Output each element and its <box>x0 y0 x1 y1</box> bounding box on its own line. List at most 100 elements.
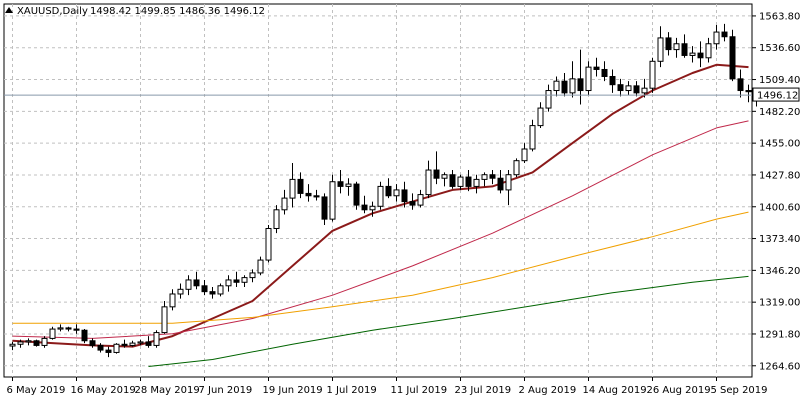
ohlc-label: 1498.42 1499.85 1486.36 1496.12 <box>90 6 265 17</box>
candle <box>489 170 496 185</box>
y-tick-label: 1455.00 <box>759 139 800 150</box>
candle <box>617 78 624 97</box>
candle-body <box>121 343 128 346</box>
candle-body <box>353 183 360 206</box>
x-tick-label: 19 Jun 2019 <box>263 385 323 396</box>
candle <box>649 57 656 93</box>
candle-body <box>473 178 480 187</box>
candle <box>401 181 408 208</box>
current-price-tag-bg <box>752 87 800 102</box>
candle-body <box>577 78 584 92</box>
x-tick-label: 7 Jun 2019 <box>199 385 253 396</box>
candle-body <box>489 174 496 179</box>
x-tick-label: 5 Sep 2019 <box>711 385 768 396</box>
candle-body <box>617 84 624 92</box>
moving-average-line <box>12 120 749 339</box>
candle <box>353 181 360 210</box>
candle <box>121 339 128 348</box>
candle <box>505 170 512 206</box>
candle-body <box>737 78 744 92</box>
candle-body <box>65 327 72 330</box>
candle-body <box>201 285 208 293</box>
candle-body <box>169 293 176 308</box>
candle <box>33 339 40 347</box>
candle <box>641 78 648 98</box>
candle-body <box>25 340 32 343</box>
y-tick-label: 1291.80 <box>759 329 800 340</box>
candle-body <box>417 194 424 206</box>
candle <box>81 329 88 344</box>
current-price-label: 1496.12 <box>757 91 798 102</box>
candle <box>585 61 592 96</box>
candle <box>9 341 16 351</box>
candle <box>129 340 136 347</box>
candle-body <box>393 189 400 197</box>
candle-body <box>129 342 136 346</box>
candle <box>57 324 64 332</box>
candle <box>737 69 744 98</box>
candle <box>105 346 112 358</box>
y-tick-label: 1482.20 <box>759 107 800 118</box>
candle <box>305 184 312 202</box>
candle <box>25 338 32 346</box>
candle-body <box>145 341 152 346</box>
candle-body <box>225 279 232 287</box>
candle-body <box>377 185 384 207</box>
candle <box>569 61 576 98</box>
candle-body <box>713 31 720 45</box>
candle-body <box>441 174 448 179</box>
candle-body <box>89 340 96 346</box>
candle-body <box>257 259 264 274</box>
y-tick-label: 1400.60 <box>759 202 800 213</box>
candle-body <box>273 209 280 230</box>
chart-header: XAUUSD,Daily 1498.42 1499.85 1486.36 149… <box>5 6 265 17</box>
candle <box>609 69 616 93</box>
candle <box>345 178 352 196</box>
x-tick-label: 6 May 2019 <box>7 385 66 396</box>
candle <box>393 184 400 202</box>
candles <box>9 23 760 358</box>
candle-body <box>265 228 272 261</box>
candle-body <box>745 90 752 93</box>
candle-body <box>9 343 16 347</box>
candle-body <box>609 75 616 86</box>
candle-body <box>105 349 112 353</box>
candle <box>553 76 560 97</box>
candle-body <box>705 43 712 59</box>
candle <box>65 326 72 332</box>
x-tick-label: 26 Aug 2019 <box>647 385 711 396</box>
x-tick-label: 23 Jul 2019 <box>455 385 512 396</box>
candle <box>745 84 752 103</box>
candle <box>673 37 680 58</box>
candle-body <box>249 272 256 279</box>
candle <box>289 163 296 208</box>
candle <box>465 170 472 192</box>
candle-body <box>721 31 728 38</box>
moving-averages <box>12 63 749 367</box>
candle <box>41 336 48 348</box>
candle-body <box>601 68 608 77</box>
candle <box>169 289 176 311</box>
y-tick-label: 1563.80 <box>759 11 800 22</box>
moving-average-line <box>12 211 749 324</box>
candle <box>601 61 608 82</box>
candle-body <box>161 306 168 334</box>
x-tick-label: 11 Jul 2019 <box>391 385 448 396</box>
candle <box>17 339 24 348</box>
candle-body <box>401 189 408 203</box>
candle <box>361 195 368 214</box>
candle <box>217 283 224 297</box>
candle <box>97 343 104 353</box>
candle-body <box>457 176 464 187</box>
candle <box>49 326 56 340</box>
candle-body <box>361 204 368 211</box>
candle <box>329 174 336 222</box>
candle-body <box>41 337 48 346</box>
candle-body <box>177 288 184 295</box>
candle-body <box>553 80 560 92</box>
candle <box>161 300 168 334</box>
candle <box>281 189 288 215</box>
candle-body <box>633 85 640 94</box>
